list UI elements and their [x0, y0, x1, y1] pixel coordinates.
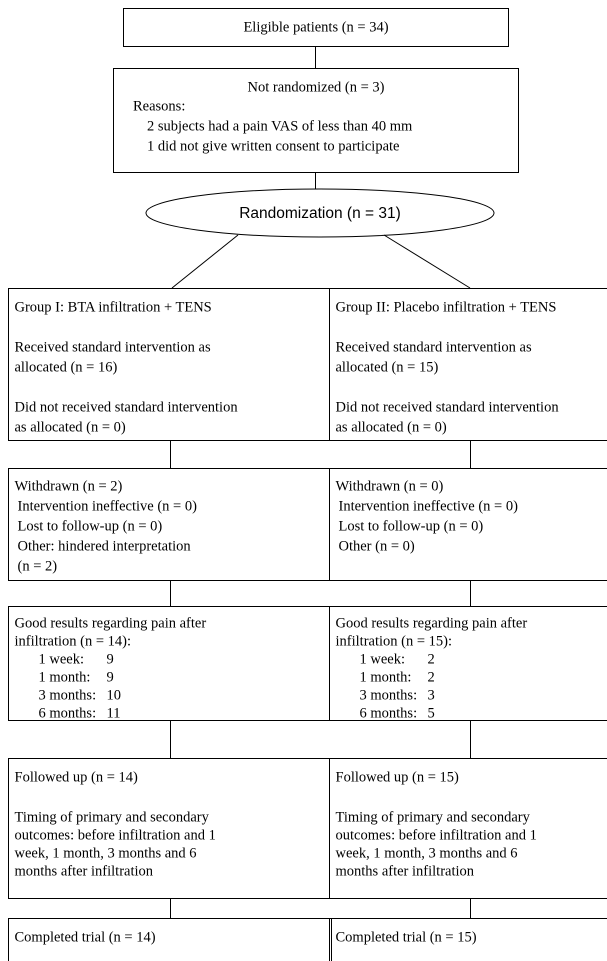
- timepoint-value: 9: [107, 669, 114, 685]
- completed-text: Completed trial (n = 14): [15, 929, 156, 945]
- timepoint-label: 1 week:: [39, 651, 85, 667]
- results-box: [8, 606, 332, 721]
- timepoint-label: 6 months:: [360, 705, 418, 721]
- timepoint-label: 1 month:: [360, 669, 412, 685]
- results-box: [329, 606, 607, 721]
- timepoint-value: 9: [107, 651, 114, 667]
- completed-box: [329, 918, 607, 961]
- withdrawn-item: Other: hindered interpretation: [18, 538, 192, 554]
- not-randomized-box: [113, 68, 519, 173]
- withdrawn-box: [329, 468, 607, 581]
- timepoint-value: 5: [428, 705, 435, 721]
- not-received-text: Did not received standard intervention: [336, 399, 560, 415]
- withdrawn-item: Lost to follow-up (n = 0): [339, 518, 484, 534]
- timing-text: months after infiltration: [336, 863, 475, 879]
- timepoint-value: 10: [107, 687, 122, 703]
- withdrawn-item: Other (n = 0): [339, 538, 415, 554]
- reasons-label: Reasons:: [133, 98, 185, 114]
- withdrawn-item: Intervention ineffective (n = 0): [18, 498, 198, 514]
- not-received-text: Did not received standard intervention: [15, 399, 239, 415]
- received-text: Received standard intervention as: [336, 339, 532, 355]
- connector: [171, 234, 239, 289]
- timing-text: week, 1 month, 3 months and 6: [15, 845, 197, 861]
- group-box: [8, 288, 332, 441]
- results-text: infiltration (n = 14):: [15, 633, 132, 649]
- followed-up-title: Followed up (n = 14): [15, 769, 139, 785]
- timing-text: outcomes: before infiltration and 1: [336, 827, 537, 843]
- timepoint-value: 3: [428, 687, 435, 703]
- received-text: allocated (n = 16): [15, 359, 118, 375]
- followed-up-box: [8, 758, 332, 899]
- timing-text: months after infiltration: [15, 863, 154, 879]
- received-text: Received standard intervention as: [15, 339, 211, 355]
- withdrawn-item: (n = 2): [18, 558, 58, 574]
- eligible-box: [123, 8, 509, 47]
- timing-text: Timing of primary and secondary: [15, 809, 210, 825]
- withdrawn-box: [8, 468, 332, 581]
- received-text: allocated (n = 15): [336, 359, 439, 375]
- withdrawn-title: Withdrawn (n = 2): [15, 478, 123, 494]
- reason: 1 did not give written consent to partic…: [147, 138, 399, 154]
- not-received-text: as allocated (n = 0): [15, 419, 126, 435]
- withdrawn-item: Intervention ineffective (n = 0): [339, 498, 519, 514]
- group-box: [329, 288, 607, 441]
- timepoint-label: 3 months:: [360, 687, 418, 703]
- timepoint-label: 1 month:: [39, 669, 91, 685]
- timing-text: outcomes: before infiltration and 1: [15, 827, 216, 843]
- group-header: Group II: Placebo infiltration + TENS: [336, 299, 557, 315]
- eligible-text: Eligible patients (n = 34): [243, 19, 388, 35]
- timepoint-value: 11: [107, 705, 121, 721]
- timepoint-label: 3 months:: [39, 687, 97, 703]
- completed-text: Completed trial (n = 15): [336, 929, 477, 945]
- timepoint-value: 2: [428, 651, 435, 667]
- timing-text: Timing of primary and secondary: [336, 809, 531, 825]
- results-text: infiltration (n = 15):: [336, 633, 453, 649]
- followed-up-box: [329, 758, 607, 899]
- randomization-ellipse: [145, 188, 495, 238]
- withdrawn-title: Withdrawn (n = 0): [336, 478, 444, 494]
- timepoint-label: 6 months:: [39, 705, 97, 721]
- results-text: Good results regarding pain after: [15, 615, 207, 631]
- randomization-text: Randomization (n = 31): [239, 205, 401, 222]
- reason: 2 subjects had a pain VAS of less than 4…: [147, 118, 413, 134]
- not-received-text: as allocated (n = 0): [336, 419, 447, 435]
- timepoint-value: 2: [428, 669, 435, 685]
- followed-up-title: Followed up (n = 15): [336, 769, 460, 785]
- timing-text: week, 1 month, 3 months and 6: [336, 845, 518, 861]
- timepoint-label: 1 week:: [360, 651, 406, 667]
- not-randomized-title: Not randomized (n = 3): [247, 79, 384, 95]
- results-text: Good results regarding pain after: [336, 615, 528, 631]
- completed-box: [8, 918, 332, 961]
- withdrawn-item: Lost to follow-up (n = 0): [18, 518, 163, 534]
- connector: [383, 234, 471, 289]
- group-header: Group I: BTA infiltration + TENS: [15, 299, 212, 315]
